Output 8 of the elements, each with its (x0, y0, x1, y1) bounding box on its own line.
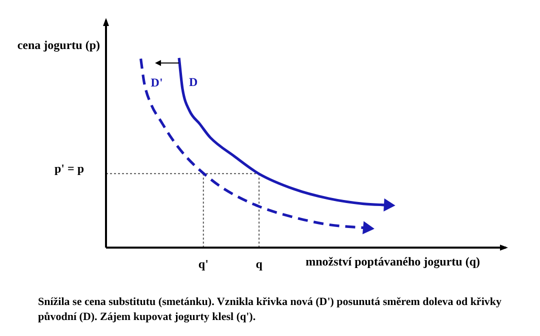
x-axis-title: množství poptávaného jogurtu (q) (306, 254, 480, 269)
ref-line-label: p' = p (54, 162, 84, 176)
x-tick-label: q' (198, 256, 208, 271)
y-axis-title: cena jogurtu (p) (17, 38, 100, 52)
series-label: D' (150, 76, 163, 90)
series-label: D (189, 74, 198, 89)
x-tick-label: q (256, 256, 263, 271)
text: Snížila se cena substitutu (smetánku). Vznikla křivka nová (D') posunutá směrem doleva od křivky původní (D). Zájem kupovat jogurty klesl (q'). (38, 295, 502, 325)
